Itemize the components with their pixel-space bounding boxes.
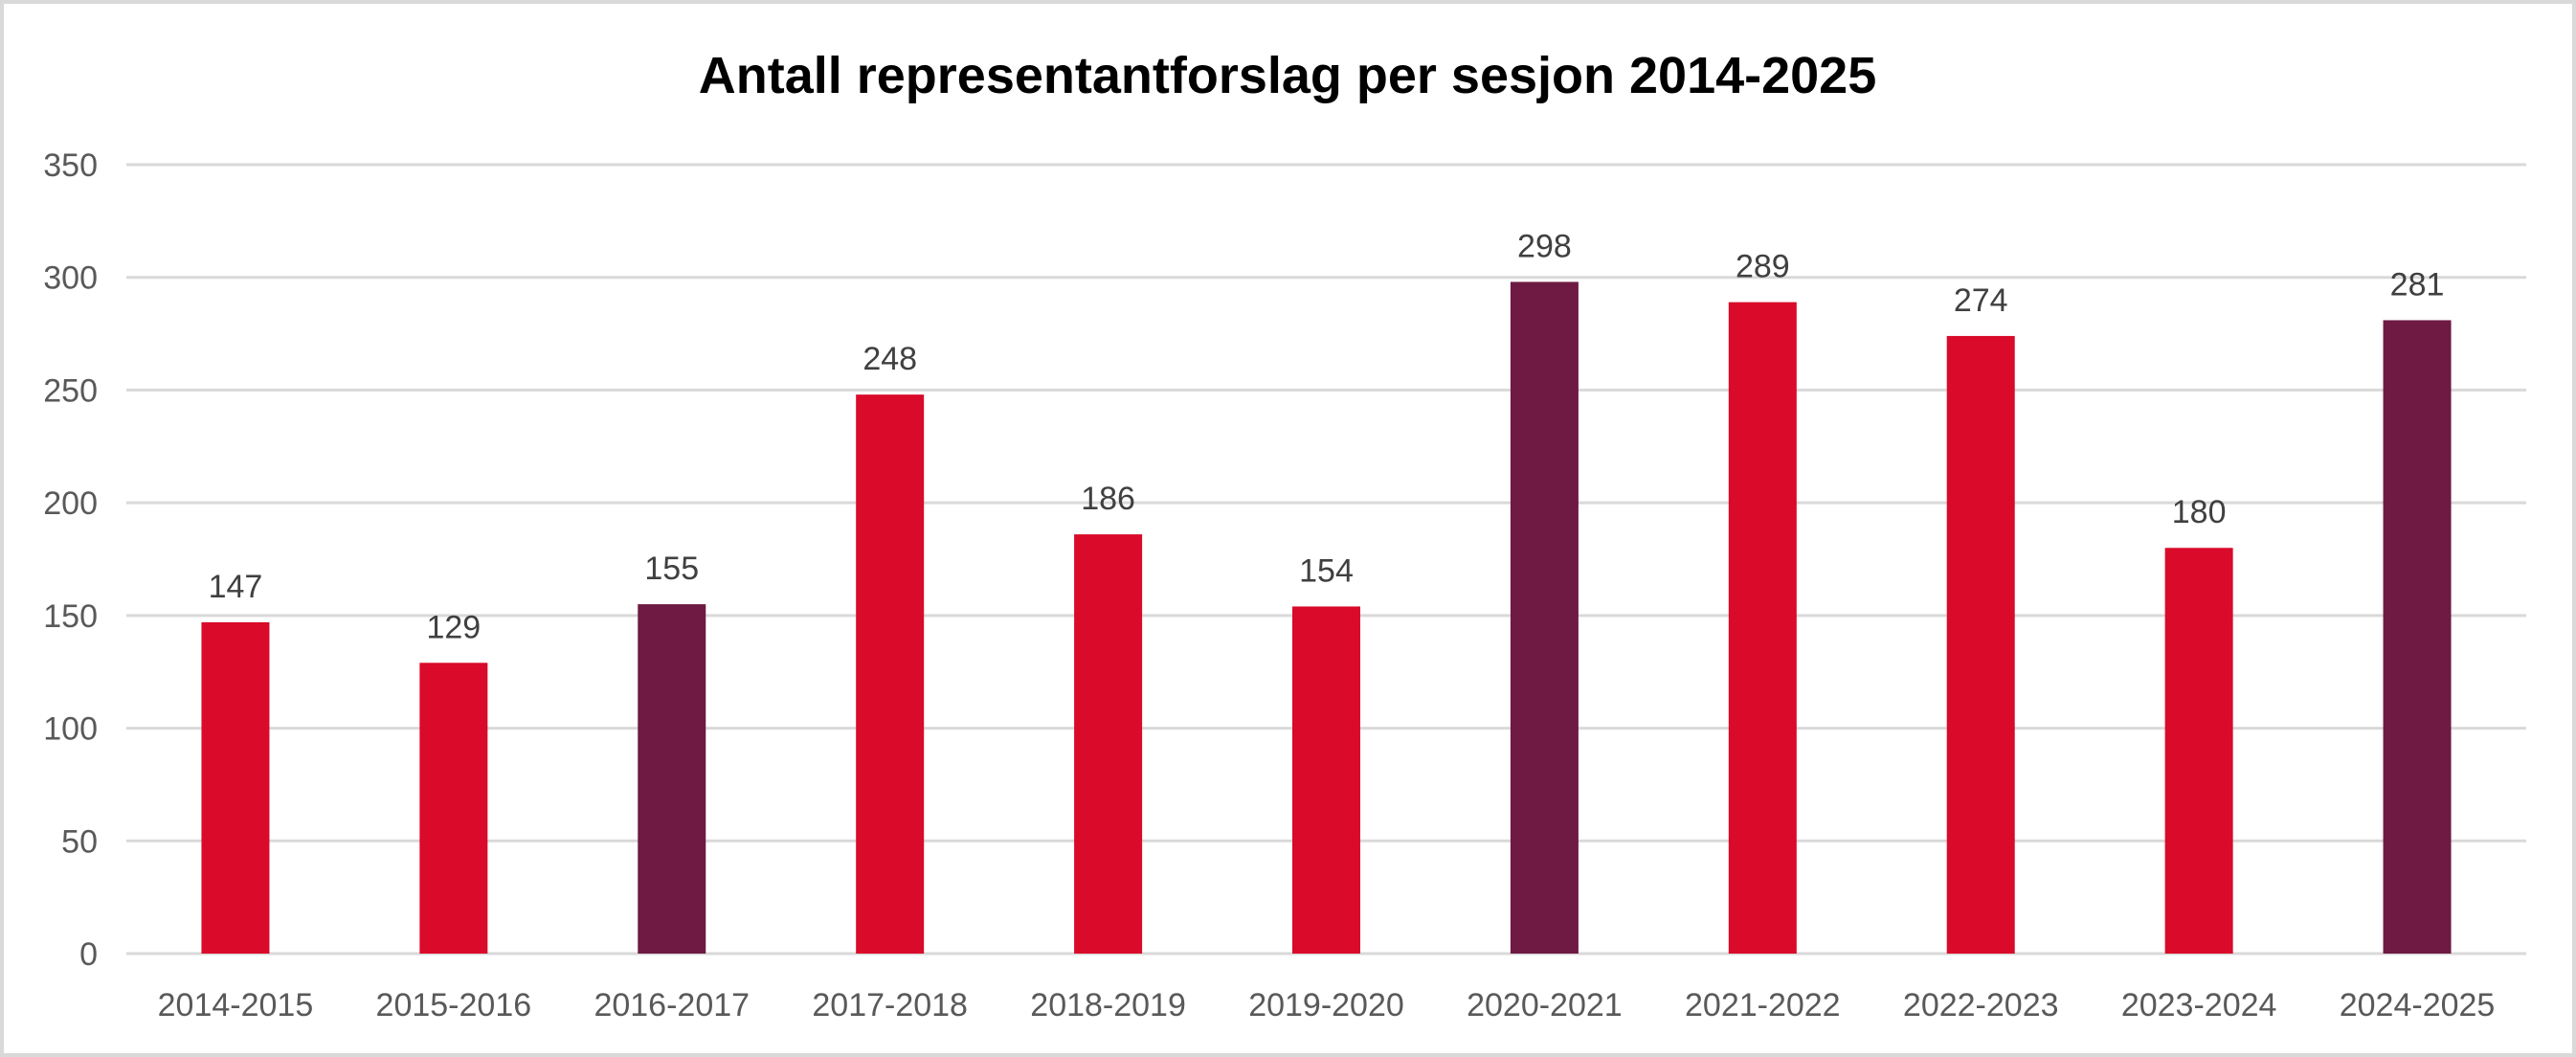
- x-tick-label: 2018-2019: [1030, 987, 1186, 1023]
- bar-2021-2022: [1728, 302, 1797, 954]
- y-tick-label: 200: [43, 485, 98, 522]
- data-label: 155: [644, 551, 699, 587]
- data-label: 274: [1954, 282, 2008, 319]
- chart-title: Antall representantforslag per sesjon 20…: [699, 47, 1877, 104]
- bar-2015-2016: [419, 663, 488, 954]
- x-tick-label: 2020-2021: [1467, 987, 1623, 1023]
- x-tick-label: 2021-2022: [1685, 987, 1841, 1023]
- data-label: 180: [2172, 494, 2227, 530]
- bar-2018-2019: [1074, 534, 1143, 954]
- data-label: 248: [862, 341, 917, 377]
- y-tick-label: 0: [79, 936, 98, 973]
- bar-2016-2017: [638, 604, 706, 954]
- data-label: 129: [426, 609, 481, 645]
- x-tick-label: 2014-2015: [158, 987, 314, 1023]
- x-tick-label: 2017-2018: [812, 987, 968, 1023]
- x-tick-label: 2023-2024: [2121, 987, 2277, 1023]
- gridlines: [126, 163, 2526, 956]
- x-tick-label: 2022-2023: [1903, 987, 2059, 1023]
- bar-2022-2023: [1946, 335, 2015, 954]
- data-labels: 147 129 155 248 186 154 298 289 274 180 281: [209, 228, 2445, 645]
- bars: [201, 281, 2452, 955]
- data-label: 298: [1517, 228, 1572, 264]
- data-label: 154: [1299, 552, 1354, 589]
- y-axis-ticks: 0 50 100 150 200 250 300 350: [43, 147, 98, 973]
- bar-2024-2025: [2383, 320, 2452, 955]
- y-tick-label: 250: [43, 372, 98, 409]
- x-tick-label: 2015-2016: [376, 987, 532, 1023]
- y-tick-label: 300: [43, 260, 98, 297]
- y-tick-label: 350: [43, 147, 98, 184]
- data-label: 281: [2390, 266, 2445, 303]
- y-tick-label: 100: [43, 711, 98, 748]
- bar-2020-2021: [1510, 281, 1579, 954]
- data-label: 147: [209, 569, 263, 605]
- x-tick-label: 2024-2025: [2340, 987, 2496, 1023]
- y-tick-label: 150: [43, 598, 98, 635]
- y-tick-label: 50: [61, 823, 98, 860]
- bar-2023-2024: [2164, 548, 2233, 954]
- data-label: 289: [1736, 249, 1790, 285]
- x-tick-label: 2016-2017: [594, 987, 750, 1023]
- bar-2019-2020: [1292, 606, 1360, 954]
- bar-2017-2018: [856, 394, 925, 954]
- data-label: 186: [1081, 481, 1135, 517]
- bar-2014-2015: [201, 621, 270, 954]
- x-tick-label: 2019-2020: [1248, 987, 1404, 1023]
- x-axis-ticks: 2014-2015 2015-2016 2016-2017 2017-2018 2018…: [158, 987, 2496, 1023]
